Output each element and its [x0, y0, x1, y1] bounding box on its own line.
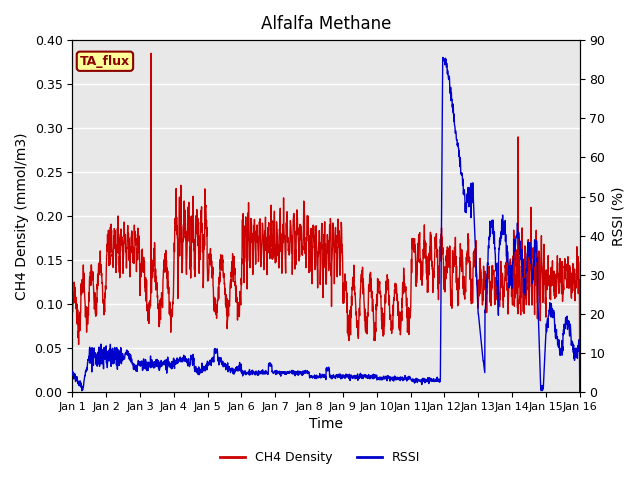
Y-axis label: CH4 Density (mmol/m3): CH4 Density (mmol/m3)	[15, 132, 29, 300]
X-axis label: Time: Time	[309, 418, 343, 432]
Text: TA_flux: TA_flux	[80, 55, 130, 68]
Legend: CH4 Density, RSSI: CH4 Density, RSSI	[214, 446, 426, 469]
Title: Alfalfa Methane: Alfalfa Methane	[261, 15, 391, 33]
Y-axis label: RSSI (%): RSSI (%)	[611, 186, 625, 246]
